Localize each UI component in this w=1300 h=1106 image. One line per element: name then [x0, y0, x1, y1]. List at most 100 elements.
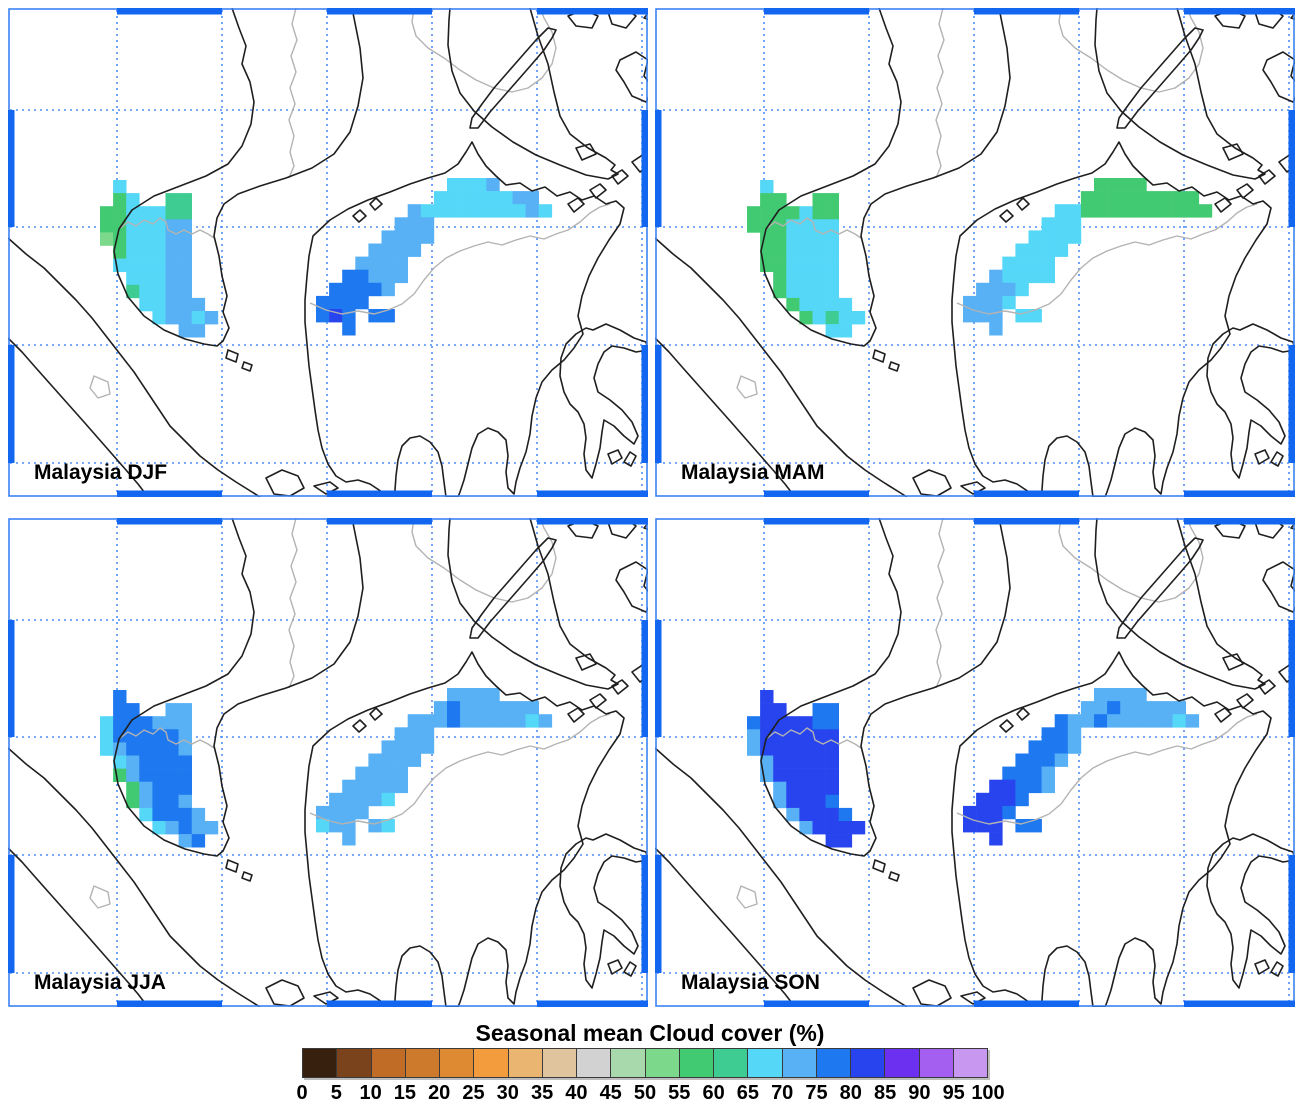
cloud-cell-peninsula: [825, 834, 839, 848]
cloud-cell-borneo: [1041, 740, 1055, 754]
cloud-cell-peninsula: [786, 794, 800, 809]
cloud-cell-borneo: [420, 727, 435, 741]
colorbar-tick-85: 85: [873, 1082, 897, 1104]
cloud-cell-peninsula: [139, 807, 153, 822]
cloud-cell-borneo: [1054, 243, 1069, 257]
cloud-cell-peninsula: [799, 311, 813, 325]
frame-degree-ticks: [8, 518, 648, 1007]
cloud-cell-borneo: [381, 309, 395, 323]
cloud-cell-borneo: [486, 178, 500, 192]
cloud-cell-borneo: [381, 269, 395, 284]
cloud-cell-borneo: [1120, 204, 1134, 218]
cloud-cell-borneo: [976, 792, 990, 807]
cloud-cell-borneo: [394, 269, 408, 284]
cloud-cell-borneo: [1015, 309, 1029, 323]
cloud-cell-peninsula: [825, 245, 839, 259]
cloud-cell-borneo: [1198, 204, 1213, 218]
frame-degree-ticks: [8, 8, 648, 497]
colorbar-cell-10: [645, 1049, 680, 1077]
cloud-cell-peninsula: [786, 284, 800, 299]
cloud-cell-borneo: [486, 191, 500, 205]
cloud-cell-peninsula: [747, 742, 761, 756]
cloud-cell-peninsula: [747, 219, 761, 233]
cloud-cell-peninsula: [126, 193, 140, 207]
cloud-cell-borneo: [1015, 269, 1029, 284]
cloud-cell-peninsula: [825, 219, 839, 233]
cloud-cell-borneo: [989, 805, 1003, 820]
cloud-cell-borneo: [1080, 701, 1095, 715]
cloud-cell-borneo: [316, 309, 330, 323]
cloud-cell-peninsula: [799, 206, 813, 220]
cloud-cell-borneo: [1107, 204, 1121, 218]
cloud-cell-borneo: [342, 269, 356, 284]
cloud-cell-borneo: [368, 282, 382, 297]
cloud-cell-peninsula: [100, 716, 114, 730]
cloud-cell-borneo: [381, 819, 395, 833]
cloud-cell-peninsula: [773, 271, 787, 286]
country-borders: [736, 518, 1258, 909]
cloud-cell-peninsula: [191, 807, 206, 822]
cloud-cell-borneo: [342, 792, 356, 807]
cloud-cell-borneo: [525, 204, 539, 218]
cloud-cell-borneo: [486, 701, 500, 715]
cloud-cell-peninsula: [139, 284, 153, 299]
cloud-cell-peninsula: [100, 742, 114, 756]
cloud-cell-borneo: [394, 766, 408, 780]
colorbar-tick-100: 100: [971, 1082, 1005, 1104]
cloud-cell-borneo: [1067, 217, 1082, 231]
cloud-cell-borneo: [1015, 819, 1029, 833]
cloud-cell-borneo: [1133, 688, 1147, 702]
colorbar-tick-35: 35: [530, 1082, 554, 1104]
cloud-cell-peninsula: [152, 729, 166, 743]
cloud-cell-borneo: [1146, 204, 1160, 218]
cloud-cell-peninsula: [786, 232, 800, 246]
cloud-cell-peninsula: [178, 311, 192, 325]
cloud-cell-peninsula: [152, 768, 166, 782]
cloud-cell-peninsula: [139, 794, 153, 809]
colorbar-cell-9: [611, 1049, 646, 1077]
cloud-cell-peninsula: [165, 807, 179, 822]
cloud-cell-borneo: [407, 243, 422, 257]
cloud-cell-peninsula: [178, 297, 192, 312]
cloud-cell-borneo: [1185, 191, 1200, 205]
cloud-cell-borneo: [1054, 753, 1069, 767]
colorbar-cell-11: [679, 1049, 714, 1077]
cloud-cell-borneo: [1107, 701, 1121, 715]
cloud-cell-borneo: [1133, 714, 1147, 728]
cloud-cover-cells: [100, 688, 553, 848]
cloud-cell-borneo: [1028, 766, 1042, 780]
colorbar-tick-45: 45: [599, 1082, 622, 1104]
cloud-cell-borneo: [407, 217, 422, 231]
cloud-cell-borneo: [1028, 269, 1042, 284]
panel-label-son: Malaysia SON: [681, 971, 820, 994]
cloud-cell-borneo: [1185, 714, 1200, 728]
cloud-cell-peninsula: [139, 768, 153, 782]
cloud-cell-peninsula: [773, 258, 787, 272]
cloud-cell-borneo: [407, 753, 422, 767]
cloud-cell-peninsula: [799, 807, 813, 822]
cloud-cell-borneo: [355, 805, 369, 820]
cloud-cell-borneo: [1172, 191, 1186, 205]
cloud-cell-peninsula: [747, 716, 761, 730]
cloud-cell-peninsula: [825, 258, 839, 272]
cloud-cell-peninsula: [178, 807, 192, 822]
cloud-cell-borneo: [460, 204, 474, 218]
map-panel-djf: Malaysia DJF: [8, 8, 648, 497]
cloud-cell-peninsula: [825, 297, 839, 312]
cloud-cell-borneo: [1107, 191, 1121, 205]
cloud-cell-peninsula: [165, 716, 179, 730]
cloud-cell-borneo: [316, 295, 330, 310]
colorbar-cell-7: [542, 1049, 577, 1077]
cloud-cell-borneo: [989, 819, 1003, 833]
colorbar-cell-4: [440, 1049, 475, 1077]
cloud-cell-borneo: [407, 740, 422, 754]
cloud-cell-peninsula: [165, 219, 179, 233]
cloud-cell-peninsula: [786, 742, 800, 756]
colorbar-cell-15: [816, 1049, 851, 1077]
cloud-cell-peninsula: [126, 232, 140, 246]
cloud-cell-peninsula: [799, 284, 813, 299]
cloud-cell-borneo: [538, 714, 553, 728]
cloud-cell-borneo: [976, 805, 990, 820]
colorbar-tick-80: 80: [839, 1082, 862, 1104]
cloud-cell-peninsula: [152, 807, 166, 822]
